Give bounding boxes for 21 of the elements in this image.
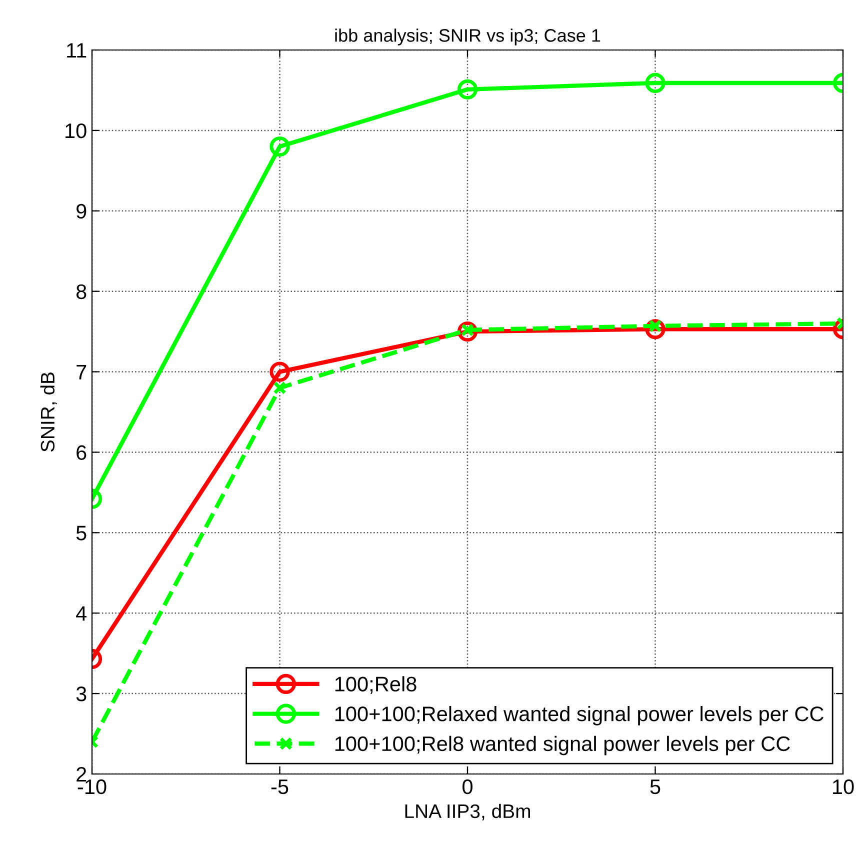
y-tick-label: 2 [76,767,86,782]
y-tick-label: 4 [76,606,87,621]
y-tick-label: 5 [76,526,86,540]
legend-label: 100+100;Relaxed wanted signal power levels per CC [335,706,824,726]
y-tick-label: 11 [67,43,86,58]
y-tick-label: 10 [66,123,86,138]
x-tick-label: 0 [462,779,472,794]
x-tick-label: -5 [271,780,288,794]
y-tick-label: 8 [76,284,86,300]
x-tick-label: 5 [650,780,660,794]
y-tick-label: 7 [76,364,86,380]
chart-title: ibb analysis; SNIR vs ip3; Case 1 [335,28,600,46]
x-axis-title: LNA IIP3, dBm [405,804,530,820]
y-tick-label: 6 [76,445,86,460]
x-tick-label: -10 [78,779,106,794]
legend-label: 100+100;Rel8 wanted signal power levels per CC [335,736,790,756]
legend-label: 100;Rel8 [335,676,416,694]
y-tick-label: 3 [76,686,86,702]
y-tick-label: 9 [76,204,86,219]
x-tick-label: 10 [833,779,854,794]
y-axis-title: SNIR, dB [40,372,57,452]
